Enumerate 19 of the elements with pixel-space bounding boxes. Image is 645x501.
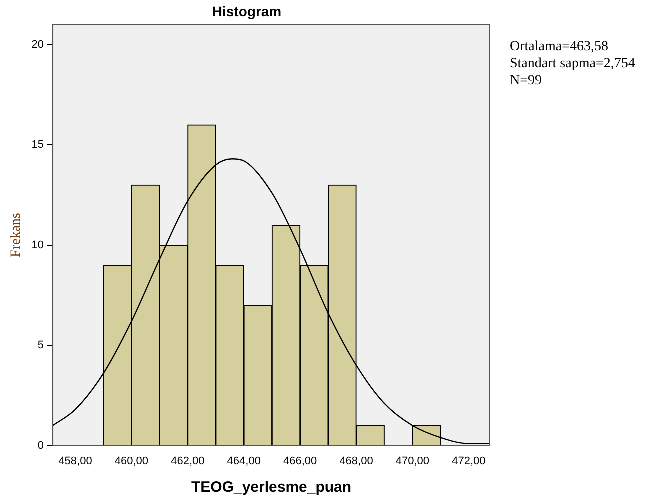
x-tick-label: 472,00 bbox=[452, 455, 486, 468]
x-tick-label: 464,00 bbox=[227, 455, 261, 468]
x-tick-label: 458,00 bbox=[58, 455, 92, 468]
x-tick-label: 460,00 bbox=[114, 455, 149, 468]
chart-title: Histogram bbox=[212, 3, 282, 20]
y-tick-label: 10 bbox=[32, 239, 44, 252]
text: N=99 bbox=[510, 73, 542, 88]
y-tick-label: 20 bbox=[32, 38, 44, 51]
x-tick-label: 466,00 bbox=[283, 455, 318, 468]
x-axis-title: TEOG_yerlesme_puan bbox=[191, 479, 352, 496]
x-tick-label: 470,00 bbox=[396, 455, 430, 468]
y-tick-label: 5 bbox=[38, 340, 44, 352]
x-tick-label: 468,00 bbox=[340, 455, 374, 468]
y-tick-label: 15 bbox=[32, 139, 44, 152]
text: Standart sapma=2,754 bbox=[510, 56, 636, 72]
y-axis-title: Frekans bbox=[9, 213, 24, 258]
text: Ortalama=463,58 bbox=[510, 39, 608, 54]
x-tick-label: 462,00 bbox=[171, 455, 205, 468]
y-tick-label: 0 bbox=[38, 440, 44, 452]
